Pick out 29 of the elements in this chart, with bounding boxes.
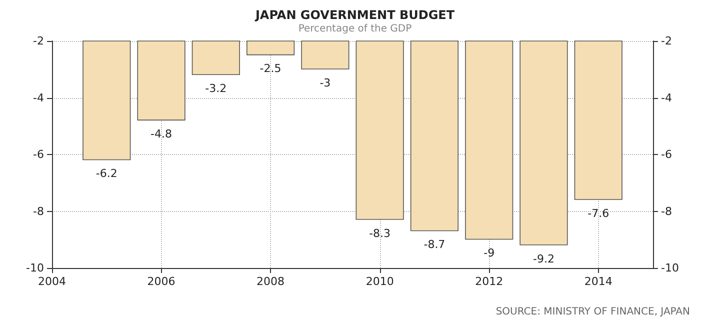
data-label: -9 (484, 246, 495, 260)
x-tick-label: 2014 (584, 275, 612, 288)
data-label: -3 (320, 76, 331, 90)
y2-tick-label: -6 (661, 148, 672, 161)
data-label: -8.3 (369, 226, 391, 240)
y2-tick-label: -4 (661, 91, 672, 104)
x-tick-label: 2008 (256, 275, 285, 288)
y2-tick-label: -2 (661, 34, 672, 48)
data-label: -7.6 (588, 206, 610, 220)
y2-tick-label: -10 (661, 262, 679, 274)
data-label: -6.2 (96, 167, 118, 180)
y-tick-label: -2 (33, 34, 44, 48)
x-tick-label: 2004 (38, 275, 66, 288)
y-tick-label: -4 (33, 91, 44, 104)
x-tick-label: 2006 (147, 275, 176, 288)
data-label: -8.7 (424, 238, 446, 252)
source-note: SOURCE: MINISTRY OF FINANCE, JAPAN (496, 306, 690, 318)
chart-subtitle: Percentage of the GDP (298, 24, 412, 34)
y-tick-label: -10 (26, 262, 44, 274)
data-label: -2.5 (260, 62, 282, 76)
x-tick-label: 2010 (366, 275, 394, 288)
chart-title: JAPAN GOVERNMENT BUDGET (254, 8, 456, 22)
y2-tick-label: -8 (661, 204, 672, 218)
y-tick-label: -8 (33, 204, 44, 218)
x-tick-label: 2012 (475, 275, 504, 288)
data-label: -4.8 (150, 127, 172, 140)
data-label: -3.2 (205, 82, 227, 96)
y-tick-label: -6 (33, 148, 44, 161)
data-label: -9.2 (532, 252, 554, 266)
